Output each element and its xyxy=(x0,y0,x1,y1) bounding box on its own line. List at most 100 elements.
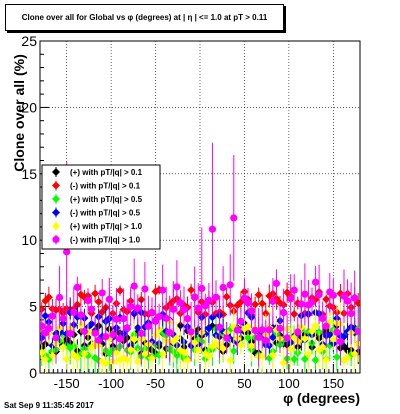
x-axis-label: φ (degrees) xyxy=(283,390,360,406)
data-point xyxy=(116,286,124,295)
data-point xyxy=(159,286,167,294)
data-point xyxy=(148,354,156,363)
data-point xyxy=(116,335,124,343)
legend-label: (-) with pT/|q| > 0.5 xyxy=(70,209,141,218)
data-point xyxy=(251,300,260,309)
data-point xyxy=(162,314,170,322)
data-point xyxy=(354,327,360,336)
data-point xyxy=(268,333,277,342)
data-point xyxy=(130,282,138,290)
data-point xyxy=(87,319,96,328)
data-point xyxy=(198,284,206,293)
data-point xyxy=(112,348,121,357)
data-point xyxy=(102,332,110,341)
data-point xyxy=(133,323,142,332)
data-point xyxy=(87,305,96,313)
data-point xyxy=(166,329,174,337)
legend-label: (+) with pT/|q| > 1.0 xyxy=(70,222,143,231)
chart-title-box: Clone over all for Global vs φ (degrees)… xyxy=(5,4,284,31)
data-point xyxy=(126,345,135,354)
data-point xyxy=(180,348,188,357)
data-point xyxy=(354,299,360,308)
data-point xyxy=(87,343,96,352)
data-point xyxy=(223,334,231,342)
data-point xyxy=(258,326,266,334)
data-point xyxy=(287,294,295,303)
data-point xyxy=(73,300,82,309)
data-point xyxy=(98,308,107,317)
x-tick-label: -150 xyxy=(54,376,80,391)
data-point xyxy=(300,355,309,364)
chart-title: Clone over all for Global vs φ (degrees)… xyxy=(21,13,268,22)
data-point xyxy=(254,290,263,299)
timestamp-footer: Sat Sep 9 11:35:45 2017 xyxy=(4,401,94,410)
data-point xyxy=(133,357,142,366)
data-point xyxy=(73,353,82,362)
data-point xyxy=(247,307,256,315)
data-point xyxy=(84,296,92,305)
x-tick-label: -100 xyxy=(98,376,124,391)
data-point xyxy=(190,338,199,347)
data-point xyxy=(204,352,213,361)
data-point xyxy=(322,295,331,304)
data-point xyxy=(268,351,277,360)
data-point xyxy=(158,350,167,359)
data-point xyxy=(109,331,117,339)
data-point xyxy=(262,336,270,345)
data-point xyxy=(222,292,231,301)
data-point xyxy=(343,353,352,362)
data-point xyxy=(134,304,142,312)
data-point xyxy=(219,344,228,353)
data-point xyxy=(233,326,241,334)
data-point xyxy=(112,315,121,323)
data-point xyxy=(155,325,164,334)
data-point xyxy=(226,356,235,365)
data-point xyxy=(308,327,316,336)
data-point xyxy=(94,297,103,306)
legend-box xyxy=(41,164,161,250)
data-point xyxy=(105,295,113,303)
data-point xyxy=(70,308,78,316)
data-point xyxy=(261,309,270,318)
data-point xyxy=(318,342,327,351)
data-point xyxy=(265,326,273,334)
data-point xyxy=(311,278,320,286)
data-point xyxy=(329,335,338,344)
data-point xyxy=(169,305,177,313)
data-point xyxy=(332,353,341,362)
data-point xyxy=(66,329,74,338)
data-point xyxy=(48,351,57,360)
data-point xyxy=(91,329,99,337)
y-tick-label: 10 xyxy=(21,232,37,248)
data-point xyxy=(55,293,64,302)
data-point xyxy=(276,324,284,333)
data-point xyxy=(311,356,320,365)
data-point xyxy=(322,322,330,330)
data-point xyxy=(244,299,252,307)
series-5 xyxy=(40,142,360,368)
data-point xyxy=(180,306,188,314)
data-point xyxy=(52,334,60,342)
data-point xyxy=(230,214,238,222)
data-point xyxy=(297,300,305,308)
x-tick-label: -50 xyxy=(146,376,165,391)
data-point xyxy=(63,248,71,256)
data-point xyxy=(183,356,192,365)
data-point xyxy=(91,289,100,298)
data-point xyxy=(219,283,227,292)
legend-label: (+) with pT/|q| > 0.1 xyxy=(70,168,143,177)
data-point xyxy=(59,343,68,352)
legend-label: (-) with pT/|q| > 0.1 xyxy=(70,182,141,191)
data-point xyxy=(286,344,295,353)
data-point xyxy=(283,334,291,342)
y-tick-label: 5 xyxy=(29,299,37,315)
data-point xyxy=(41,311,50,320)
data-point xyxy=(148,309,156,317)
data-point xyxy=(130,335,139,344)
data-point xyxy=(137,329,145,338)
data-point xyxy=(229,347,238,356)
data-point xyxy=(301,290,309,298)
data-point xyxy=(237,317,245,325)
data-point xyxy=(269,297,277,305)
